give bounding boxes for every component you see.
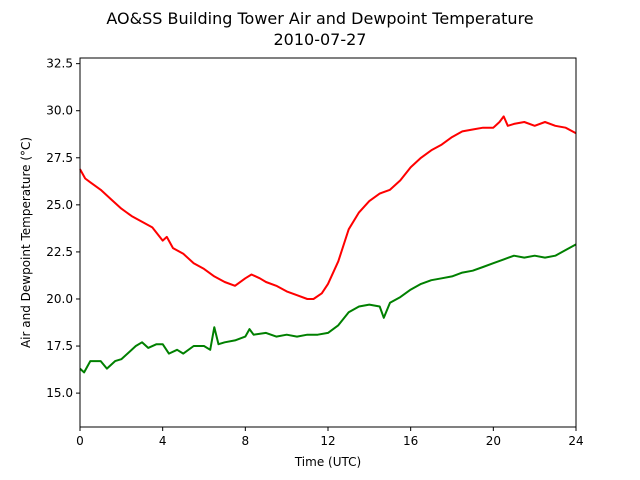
series-line-1	[79, 243, 577, 374]
x-tick-label: 24	[568, 434, 583, 448]
x-tick-label: 8	[242, 434, 250, 448]
y-tick-label: 22.5	[46, 245, 73, 259]
y-tick-label: 25.0	[46, 198, 73, 212]
y-tick-label: 32.5	[46, 57, 73, 71]
x-tick-label: 12	[320, 434, 335, 448]
chart-title: AO&SS Building Tower Air and Dewpoint Te…	[106, 9, 533, 28]
x-tick-label: 16	[403, 434, 418, 448]
series-layer	[79, 115, 577, 374]
y-axis-label: Air and Dewpoint Temperature (°C)	[19, 137, 33, 348]
x-tick-label: 20	[486, 434, 501, 448]
y-tick-label: 17.5	[46, 339, 73, 353]
x-axis-label: Time (UTC)	[294, 455, 361, 469]
y-tick-label: 20.0	[46, 292, 73, 306]
x-tick-label: 4	[159, 434, 167, 448]
x-tick-label: 0	[76, 434, 84, 448]
plot-frame	[79, 57, 577, 428]
y-tick-label: 30.0	[46, 104, 73, 118]
chart-subtitle: 2010-07-27	[274, 30, 367, 49]
y-tick-label: 15.0	[46, 386, 73, 400]
y-tick-label: 27.5	[46, 151, 73, 165]
x-axis-ticks: 0 4 8 12 16 20 24	[76, 427, 584, 448]
y-axis-ticks: 15.0 17.5 20.0 22.5 25.0 27.5 30.0 32.5	[46, 57, 80, 400]
series-line-0	[79, 115, 577, 300]
